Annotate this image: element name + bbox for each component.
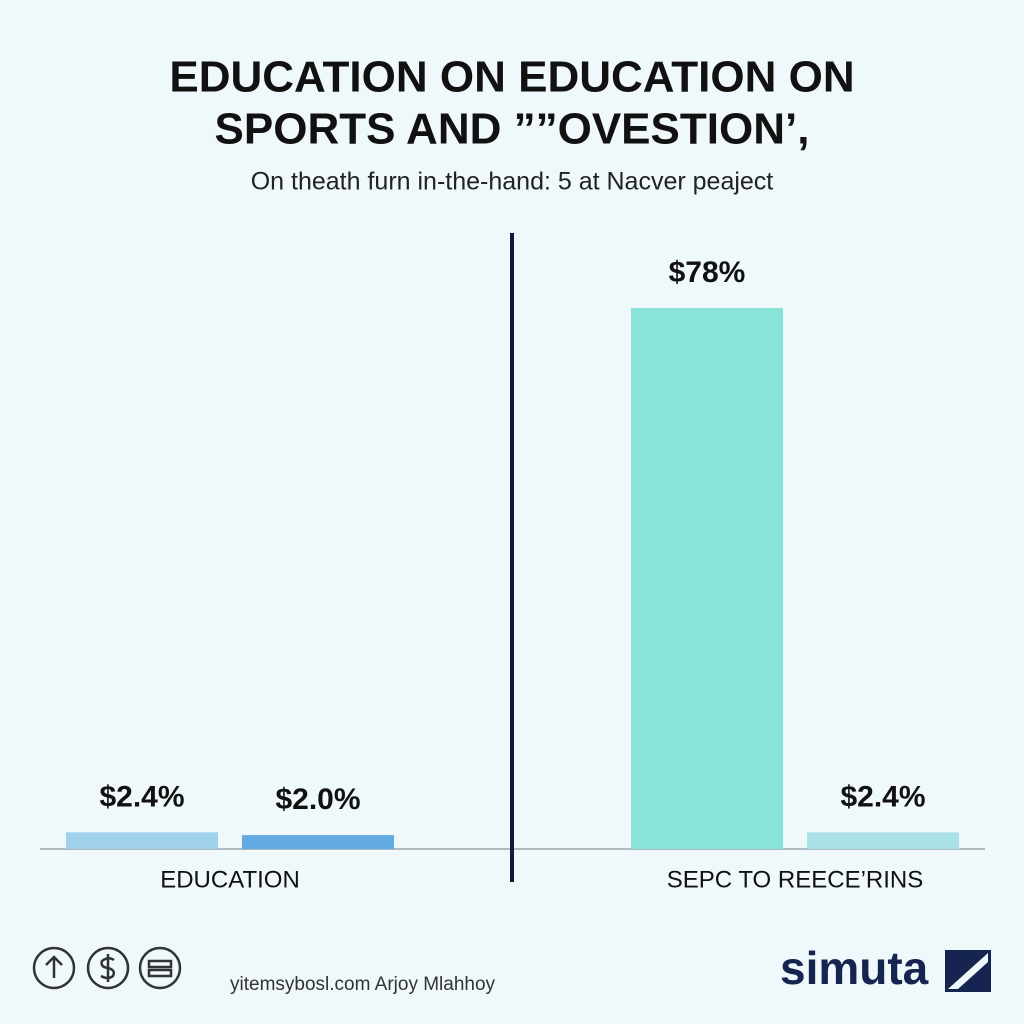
chart-subtitle: On theath furn in-the-hand: 5 at Nacver … xyxy=(251,168,774,196)
value-label: $2.4% xyxy=(99,780,184,813)
footer-icons xyxy=(32,946,182,990)
bar xyxy=(66,832,218,849)
chart-title: SPORTS AND ””OVESTION’, xyxy=(215,105,810,154)
bar xyxy=(631,308,783,849)
value-label: $2.4% xyxy=(840,780,925,813)
chart-title: EDUCATION ON EDUCATION ON xyxy=(169,53,854,102)
bar xyxy=(807,832,959,849)
value-label: $78% xyxy=(669,256,746,289)
category-label: EDUCATION xyxy=(160,866,300,893)
bar xyxy=(242,835,394,849)
value-label: $2.0% xyxy=(275,783,360,816)
category-label: SEPC TO REECE’RINS xyxy=(667,866,924,893)
logo: simuta xyxy=(780,942,929,994)
footer-credit: yitemsybosl.com Arjoy Mlahhoy xyxy=(230,974,496,995)
logo-mark xyxy=(945,950,991,992)
